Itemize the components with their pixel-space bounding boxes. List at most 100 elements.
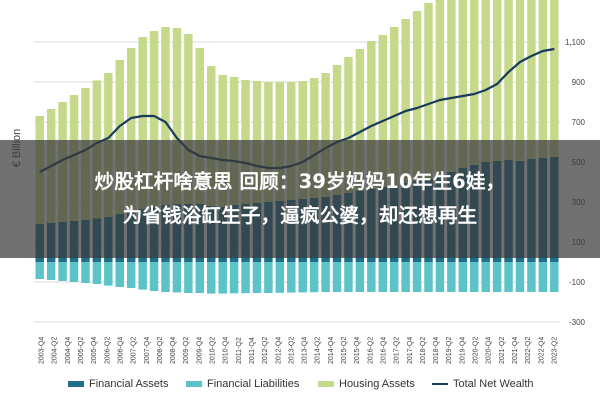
x-tick-label: 2015-Q2 bbox=[341, 337, 348, 364]
legend-label-total-net-wealth: Total Net Wealth bbox=[453, 378, 534, 390]
bar-housing-assets bbox=[447, 0, 456, 172]
x-tick-label: 2007-Q4 bbox=[144, 337, 151, 364]
x-tick-label: 2008-Q2 bbox=[157, 337, 164, 364]
legend-swatch-total-net-wealth bbox=[432, 383, 448, 385]
x-tick-label: 2005-Q4 bbox=[91, 337, 98, 364]
legend-item-total-net-wealth: Total Net Wealth bbox=[432, 378, 534, 390]
bar-financial-liabilities bbox=[504, 262, 513, 292]
bar-housing-assets bbox=[344, 57, 353, 193]
bar-housing-assets bbox=[115, 60, 124, 214]
x-tick-label: 2021-Q2 bbox=[499, 337, 506, 364]
bar-financial-liabilities bbox=[389, 262, 399, 292]
bar-housing-assets bbox=[309, 78, 319, 198]
bar-financial-liabilities bbox=[470, 262, 479, 292]
bar-financial-liabilities bbox=[275, 262, 285, 293]
bar-housing-assets bbox=[504, 0, 513, 160]
x-tick-label: 2009-Q2 bbox=[183, 337, 190, 364]
bar-financial-liabilities bbox=[458, 262, 468, 292]
bar-financial-liabilities bbox=[321, 262, 330, 292]
bar-financial-liabilities bbox=[126, 262, 136, 288]
x-tick-label: 2018-Q2 bbox=[420, 337, 427, 364]
x-tick-label: 2023-Q2 bbox=[551, 337, 558, 364]
x-tick-label: 2021-Q4 bbox=[512, 337, 519, 364]
bar-financial-liabilities bbox=[184, 262, 193, 293]
bar-financial-liabilities bbox=[115, 262, 124, 287]
bar-financial-liabilities bbox=[241, 262, 250, 294]
bar-financial-liabilities bbox=[207, 262, 216, 294]
x-tick-label: 2009-Q4 bbox=[196, 337, 203, 364]
bar-financial-liabilities bbox=[332, 262, 342, 292]
bar-housing-assets bbox=[378, 35, 387, 187]
bar-financial-liabilities bbox=[149, 262, 159, 291]
bar-housing-assets bbox=[401, 19, 410, 183]
y-tick-label: 700 bbox=[572, 118, 586, 127]
bar-housing-assets bbox=[138, 37, 147, 209]
x-tick-label: 2008-Q4 bbox=[170, 337, 177, 364]
legend-item-financial-liabilities: Financial Liabilities bbox=[186, 378, 299, 390]
x-tick-label: 2013-Q4 bbox=[302, 337, 309, 364]
bar-financial-liabilities bbox=[447, 262, 456, 292]
bar-financial-liabilities bbox=[92, 262, 102, 284]
x-tick-label: 2011-Q2 bbox=[236, 337, 243, 364]
bar-housing-assets bbox=[172, 28, 182, 204]
x-tick-label: 2005-Q2 bbox=[78, 337, 85, 364]
x-tick-label: 2022-Q2 bbox=[525, 337, 532, 364]
bar-housing-assets bbox=[149, 31, 159, 207]
y-tick-label: -300 bbox=[569, 318, 586, 327]
legend-item-housing-assets: Housing Assets bbox=[318, 378, 415, 390]
x-tick-label: 2018-Q4 bbox=[433, 337, 440, 364]
x-tick-label: 2015-Q4 bbox=[354, 337, 361, 364]
bar-financial-liabilities bbox=[104, 262, 113, 286]
bar-housing-assets bbox=[515, 0, 525, 161]
bar-housing-assets bbox=[458, 0, 468, 168]
x-tick-label: 2020-Q2 bbox=[473, 337, 480, 364]
bar-financial-liabilities bbox=[264, 262, 273, 293]
bar-housing-assets bbox=[332, 65, 342, 195]
x-tick-label: 2020-Q4 bbox=[486, 337, 493, 364]
bar-financial-liabilities bbox=[435, 262, 445, 292]
bar-housing-assets bbox=[527, 0, 536, 159]
bar-housing-assets bbox=[126, 48, 136, 212]
bar-financial-liabilities bbox=[424, 262, 433, 292]
legend-label-financial-liabilities: Financial Liabilities bbox=[207, 378, 300, 390]
x-tick-label: 2017-Q4 bbox=[407, 337, 414, 364]
x-tick-label: 2016-Q4 bbox=[380, 337, 387, 364]
bar-financial-liabilities bbox=[344, 262, 353, 292]
bar-financial-liabilities bbox=[538, 262, 548, 292]
bar-housing-assets bbox=[321, 73, 330, 197]
bar-financial-liabilities bbox=[81, 262, 90, 283]
x-tick-label: 2010-Q4 bbox=[223, 337, 230, 364]
bar-financial-liabilities bbox=[287, 262, 296, 293]
x-tick-label: 2017-Q2 bbox=[394, 337, 401, 364]
x-tick-label: 2016-Q2 bbox=[367, 337, 374, 364]
bar-financial-liabilities bbox=[355, 262, 365, 292]
bar-financial-liabilities bbox=[412, 262, 422, 292]
bar-financial-liabilities bbox=[550, 262, 559, 292]
bar-financial-liabilities bbox=[309, 262, 319, 293]
headline-overlay: 炒股杠杆啥意思 回顾：39岁妈妈10年生6娃， 为省钱浴缸生子，逼疯公婆，却还想… bbox=[0, 140, 600, 258]
legend: Financial Assets Financial Liabilities H… bbox=[0, 372, 600, 396]
x-tick-label: 2012-Q2 bbox=[262, 337, 269, 364]
bar-housing-assets bbox=[184, 34, 193, 204]
bar-housing-assets bbox=[470, 0, 479, 165]
bar-financial-liabilities bbox=[69, 262, 79, 282]
bar-financial-liabilities bbox=[492, 262, 502, 292]
bar-financial-liabilities bbox=[298, 262, 307, 293]
y-tick-label: -100 bbox=[569, 278, 586, 287]
x-tick-label: 2014-Q4 bbox=[328, 337, 335, 364]
legend-swatch-housing-assets bbox=[318, 381, 334, 387]
x-tick-label: 2006-Q2 bbox=[104, 337, 111, 364]
bar-housing-assets bbox=[412, 11, 422, 181]
x-tick-label: 2006-Q4 bbox=[117, 337, 124, 364]
bar-financial-liabilities bbox=[46, 262, 56, 280]
bar-housing-assets bbox=[207, 66, 216, 206]
bar-housing-assets bbox=[161, 27, 170, 205]
bar-housing-assets bbox=[355, 49, 365, 191]
bar-housing-assets bbox=[195, 48, 205, 204]
bar-financial-liabilities bbox=[252, 262, 262, 293]
x-tick-label: 2004-Q2 bbox=[52, 337, 59, 364]
legend-swatch-financial-assets bbox=[68, 381, 84, 387]
y-tick-label: 900 bbox=[572, 78, 586, 87]
legend-label-financial-assets: Financial Assets bbox=[89, 378, 169, 390]
